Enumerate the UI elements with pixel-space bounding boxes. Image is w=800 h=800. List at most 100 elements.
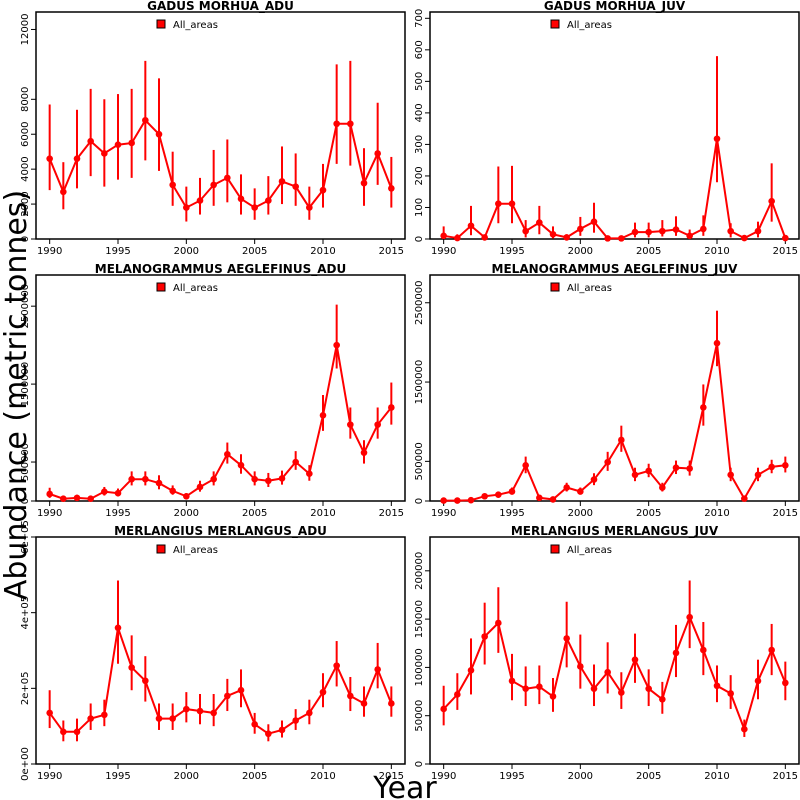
data-point bbox=[278, 178, 286, 185]
x-tick-label: 1990 bbox=[37, 246, 62, 257]
data-point bbox=[590, 476, 598, 483]
data-point bbox=[768, 197, 775, 205]
data-point bbox=[210, 709, 217, 717]
data-point bbox=[631, 656, 639, 663]
data-point bbox=[467, 222, 475, 230]
y-tick-label: 12000 bbox=[20, 14, 31, 46]
data-point bbox=[618, 689, 625, 696]
x-tick-label: 2000 bbox=[568, 508, 593, 519]
data-point bbox=[142, 677, 149, 685]
data-point bbox=[142, 475, 149, 483]
plot-frame bbox=[429, 11, 800, 240]
data-point bbox=[467, 667, 475, 674]
data-point bbox=[292, 717, 299, 724]
legend-label: All_areas bbox=[567, 283, 612, 294]
data-point bbox=[306, 470, 313, 478]
data-point bbox=[251, 720, 258, 728]
data-point bbox=[522, 462, 529, 469]
x-tick-label: 2000 bbox=[174, 246, 199, 257]
data-point bbox=[46, 490, 53, 498]
legend-label: All_areas bbox=[173, 283, 218, 294]
data-point bbox=[101, 488, 108, 495]
x-tick-label: 2005 bbox=[636, 771, 661, 782]
data-point bbox=[101, 711, 108, 719]
x-tick-label: 2015 bbox=[773, 771, 798, 782]
data-point bbox=[782, 462, 789, 469]
data-point bbox=[672, 649, 680, 657]
data-point bbox=[265, 730, 272, 738]
x-tick-label: 2010 bbox=[704, 246, 729, 257]
chart-panel: MELANOGRAMMUS AEGLEFINUS_JUV 1990 1995 2000… bbox=[414, 262, 800, 519]
y-axis-title: Abundance (metric tonnes) bbox=[0, 190, 34, 600]
y-tick-label: 6000 bbox=[20, 122, 31, 147]
data-point bbox=[754, 471, 762, 479]
data-point bbox=[659, 484, 666, 491]
data-point bbox=[645, 467, 652, 475]
y-tick-label: 8000 bbox=[20, 87, 31, 112]
legend-swatch bbox=[550, 544, 560, 554]
data-point bbox=[87, 715, 94, 722]
data-point bbox=[169, 715, 176, 722]
x-tick-label: 2010 bbox=[704, 508, 729, 519]
data-point bbox=[347, 421, 354, 428]
data-point bbox=[142, 116, 149, 124]
data-point bbox=[333, 120, 340, 128]
data-point bbox=[577, 488, 584, 495]
data-point bbox=[577, 663, 584, 670]
data-point bbox=[319, 411, 327, 419]
data-point bbox=[454, 234, 461, 242]
data-point bbox=[495, 491, 502, 498]
y-tick-label: 500 bbox=[414, 72, 425, 91]
y-tick-label: 2500000 bbox=[20, 284, 31, 329]
data-point bbox=[549, 230, 557, 238]
data-point bbox=[590, 218, 598, 225]
x-tick-label: 2000 bbox=[568, 246, 593, 257]
chart-panel: GADUS MORHUA_ADU 1990 1995 2000 2005 2010 2015… bbox=[20, 0, 406, 257]
data-point bbox=[183, 493, 190, 500]
series-line bbox=[48, 627, 393, 735]
data-point bbox=[60, 188, 67, 196]
data-point bbox=[700, 225, 707, 233]
data-point bbox=[440, 232, 447, 240]
data-point bbox=[210, 475, 217, 483]
data-point bbox=[319, 186, 327, 194]
data-point bbox=[754, 227, 762, 235]
data-point bbox=[549, 693, 557, 700]
plot-frame bbox=[35, 536, 406, 765]
data-point bbox=[440, 705, 447, 713]
data-point bbox=[319, 688, 327, 696]
data-point bbox=[360, 449, 368, 456]
data-point bbox=[536, 494, 543, 502]
legend-swatch bbox=[550, 19, 560, 29]
data-point bbox=[563, 484, 570, 491]
x-tick-label: 1990 bbox=[431, 771, 456, 782]
data-point bbox=[169, 181, 176, 189]
data-point bbox=[128, 139, 135, 147]
data-point bbox=[782, 234, 789, 242]
data-point bbox=[374, 666, 381, 673]
data-point bbox=[604, 458, 611, 466]
data-point bbox=[333, 341, 340, 349]
data-point bbox=[782, 679, 789, 687]
x-tick-label: 2010 bbox=[310, 508, 335, 519]
x-tick-label: 2005 bbox=[242, 246, 267, 257]
data-point bbox=[618, 235, 625, 242]
data-point bbox=[388, 700, 395, 707]
y-tick-label: 0e+00 bbox=[20, 747, 31, 781]
data-point bbox=[563, 234, 570, 241]
data-point bbox=[645, 228, 652, 236]
data-point bbox=[727, 690, 734, 697]
data-point bbox=[292, 183, 299, 190]
data-point bbox=[577, 225, 584, 233]
data-point bbox=[114, 141, 122, 149]
x-tick-label: 1990 bbox=[37, 508, 62, 519]
y-tick-label: 150000 bbox=[414, 600, 425, 638]
data-point bbox=[481, 234, 488, 241]
y-tick-label: 4000 bbox=[20, 156, 31, 181]
data-point bbox=[549, 496, 557, 503]
data-point bbox=[169, 487, 176, 495]
data-point bbox=[618, 436, 625, 444]
data-point bbox=[128, 475, 135, 483]
y-tick-label: 2000 bbox=[20, 191, 31, 216]
data-point bbox=[278, 726, 286, 734]
